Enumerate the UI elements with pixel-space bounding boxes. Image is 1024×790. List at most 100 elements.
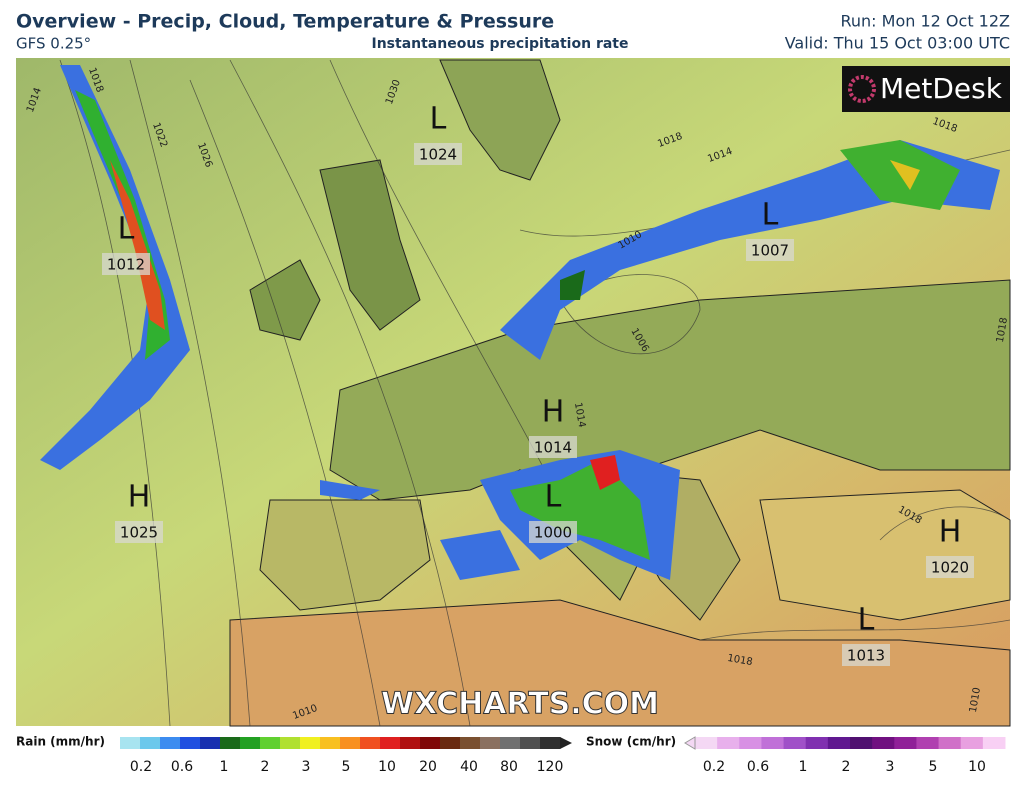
rain-swatch — [480, 737, 501, 749]
snow-swatch — [982, 737, 1006, 749]
rain-tick-label: 120 — [537, 759, 564, 775]
rain-swatch — [360, 737, 381, 749]
model: GFS 0.25° — [16, 35, 91, 53]
snow-swatch — [872, 737, 895, 749]
pressure-letter: L — [762, 198, 779, 233]
pressure-letter: H — [939, 515, 962, 550]
rain-tick-label: 1 — [220, 759, 229, 775]
legend: 0.2 0.6 1 2 3 5 10 20 40 80 120 0.2 0.6 1 2 3 5 10 — [120, 736, 1006, 775]
pressure-value: 1025 — [120, 524, 158, 542]
isobar-label: 1018 — [726, 653, 753, 668]
pressure-box — [746, 239, 794, 261]
snow-arrow — [684, 736, 696, 750]
logo-icon — [848, 75, 876, 103]
snow-legend-label: Snow (cm/hr) — [586, 735, 676, 749]
rain-tick-label: 3 — [302, 759, 311, 775]
snow-swatch — [739, 737, 762, 749]
pressure-value: 1007 — [751, 242, 789, 260]
subtitle: Instantaneous precipitation rate — [372, 36, 629, 52]
rain-swatch — [500, 737, 521, 749]
title: Overview - Precip, Cloud, Temperature & … — [16, 11, 554, 33]
rain-swatch — [340, 737, 361, 749]
snow-swatch — [827, 737, 851, 749]
logo-box — [842, 66, 1010, 112]
run-time: Run: Mon 12 Oct 12Z — [841, 12, 1011, 31]
rain-swatch — [260, 737, 281, 749]
rain-swatch — [140, 737, 161, 749]
snow-swatch — [894, 737, 917, 749]
snow-tick-label: 10 — [968, 759, 986, 775]
rain-tick-label: 0.6 — [171, 759, 193, 775]
snow-tick-label: 0.6 — [747, 759, 769, 775]
snow-swatch — [850, 737, 873, 749]
snow-swatch — [938, 737, 962, 749]
rain-swatch — [200, 737, 221, 749]
pressure-box — [529, 521, 577, 543]
pressure-letter: H — [128, 480, 151, 515]
pressure-letter: H — [542, 395, 565, 430]
pressure-letter: L — [545, 480, 562, 515]
pressure-value: 1000 — [534, 524, 572, 542]
rain-legend-label: Rain (mm/hr) — [16, 735, 105, 749]
rain-arrow — [560, 737, 572, 749]
snow-swatch — [916, 737, 940, 749]
pressure-centers: L 1024 L 1012 L 1007 H 1014 L 1000 H 1025 H 1020 L 1013 — [102, 102, 974, 666]
pressure-letter: L — [430, 102, 447, 137]
rain-swatch — [320, 737, 341, 749]
snow-swatch — [960, 737, 984, 749]
snow-swatch — [761, 737, 785, 749]
rain-tick-label: 20 — [419, 759, 437, 775]
rain-swatch — [460, 737, 481, 749]
logo: MetDesk — [880, 72, 1003, 105]
rain-swatch — [380, 737, 401, 749]
rain-swatch — [400, 737, 421, 749]
pressure-value: 1013 — [847, 647, 885, 665]
pressure-box — [926, 556, 974, 578]
snow-tick-label: 5 — [929, 759, 938, 775]
rain-swatch — [180, 737, 201, 749]
valid-time: Valid: Thu 15 Oct 03:00 UTC — [785, 34, 1010, 53]
snow-tick-label: 3 — [886, 759, 895, 775]
pressure-value: 1024 — [419, 146, 457, 164]
snow-swatch — [783, 737, 807, 749]
snow-swatch — [717, 737, 740, 749]
pressure-box — [414, 143, 462, 165]
watermark: WXCHARTS.COM — [381, 687, 659, 722]
rain-tick-label: 40 — [460, 759, 478, 775]
rain-swatch — [160, 737, 181, 749]
rain-swatch — [420, 737, 441, 749]
rain-swatch — [120, 737, 141, 749]
rain-tick-label: 0.2 — [130, 759, 152, 775]
rain-swatch — [300, 737, 321, 749]
pressure-box — [115, 521, 163, 543]
pressure-letter: L — [118, 212, 135, 247]
pressure-box — [102, 253, 150, 275]
snow-tick-label: 0.2 — [703, 759, 725, 775]
rain-swatch — [440, 737, 461, 749]
rain-swatch — [280, 737, 301, 749]
rain-tick-label: 80 — [500, 759, 518, 775]
rain-tick-label: 10 — [378, 759, 396, 775]
rain-swatch — [220, 737, 241, 749]
snow-tick-label: 1 — [799, 759, 808, 775]
pressure-box — [529, 436, 577, 458]
snow-swatch — [805, 737, 829, 749]
isobar-label: 1018 — [995, 317, 1010, 344]
rain-swatch — [520, 737, 541, 749]
isobar-label: 1014 — [572, 402, 587, 429]
snow-swatch — [695, 737, 718, 749]
rain-swatch — [240, 737, 261, 749]
rain-swatch — [540, 737, 561, 749]
pressure-value: 1014 — [534, 439, 572, 457]
pressure-value: 1020 — [931, 559, 969, 577]
rain-tick-label: 5 — [342, 759, 351, 775]
precipitation — [40, 65, 1000, 580]
pressure-box — [842, 644, 890, 666]
rain-tick-label: 2 — [261, 759, 270, 775]
pressure-letter: L — [858, 603, 875, 638]
snow-tick-label: 2 — [842, 759, 851, 775]
pressure-value: 1012 — [107, 256, 145, 274]
isobar-label: 1010 — [968, 687, 983, 714]
